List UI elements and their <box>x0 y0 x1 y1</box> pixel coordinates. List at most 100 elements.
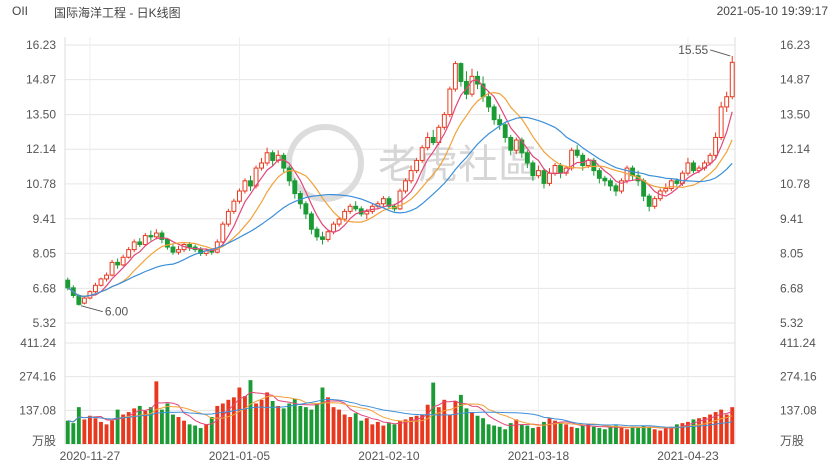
volume-bar <box>453 401 458 444</box>
volume-bar <box>685 421 690 444</box>
candle <box>724 91 730 113</box>
price-tick-left: 6.68 <box>33 281 57 295</box>
volume-bar <box>209 416 214 444</box>
volume-bar <box>508 423 513 444</box>
candle <box>342 208 348 222</box>
volume-bar <box>392 424 397 444</box>
candle <box>303 201 309 220</box>
date-tick: 2021-04-23 <box>657 449 719 463</box>
volume-tick-left: 137.08 <box>19 403 56 417</box>
candle <box>441 112 447 130</box>
candle <box>115 258 121 269</box>
axes: 16.23 16.23 14.87 14.87 13.50 13.50 12.14 12.14… <box>19 38 817 463</box>
candle-body <box>126 249 132 258</box>
candle <box>165 238 170 250</box>
candle-body <box>441 114 447 128</box>
candle-body <box>602 177 608 182</box>
candle-body <box>331 223 336 233</box>
candle-body <box>419 147 425 161</box>
candle <box>397 188 403 211</box>
candle-body <box>248 180 253 187</box>
candle-body <box>646 195 652 207</box>
volume-average-lines <box>67 391 733 429</box>
volume-bar <box>580 425 585 444</box>
candle <box>513 137 519 155</box>
candle <box>314 226 320 241</box>
volume-ma5-line <box>67 391 733 429</box>
date-tick: 2021-02-10 <box>358 449 420 463</box>
volume-bar <box>442 399 447 444</box>
volume-bar <box>370 424 375 444</box>
volume-bar <box>436 407 441 444</box>
price-tick-left: 13.50 <box>26 108 56 122</box>
volume-bar <box>342 414 347 444</box>
candle <box>386 196 392 209</box>
volume-bar <box>298 405 303 444</box>
candle-body <box>430 136 436 144</box>
candle <box>353 201 359 212</box>
candle <box>225 208 231 227</box>
high-label: 15.55 <box>678 43 708 57</box>
volume-bar <box>137 405 142 444</box>
volume-bar <box>171 414 175 444</box>
candle-body <box>452 63 458 90</box>
timestamp: 2021-05-10 19:39:17 <box>716 4 828 18</box>
candle-body <box>65 279 71 289</box>
candle-body <box>729 61 735 98</box>
candle-body <box>187 244 193 248</box>
volume-bar <box>420 414 425 444</box>
candle <box>170 244 176 255</box>
candle-body <box>148 235 154 238</box>
price-tick-left: 8.05 <box>33 246 57 260</box>
candle-body <box>574 149 580 156</box>
volume-bar <box>187 424 192 444</box>
candle <box>104 272 109 282</box>
candle <box>242 178 248 194</box>
candle-body <box>131 241 137 251</box>
candle <box>98 277 104 287</box>
volume-tick-left: 411.24 <box>20 336 56 350</box>
volume-bar <box>265 392 270 444</box>
price-tick-right: 12.14 <box>780 142 810 156</box>
volume-bar <box>636 428 641 444</box>
candle-body <box>98 278 104 286</box>
candle <box>663 183 669 194</box>
candle <box>126 247 132 259</box>
candle-body <box>607 180 613 187</box>
volume-bar <box>602 429 607 444</box>
candle <box>541 168 547 189</box>
price-tick-right: 8.05 <box>780 246 804 260</box>
candle-body <box>486 96 492 108</box>
price-tick-right: 9.41 <box>780 212 804 226</box>
candle-body <box>264 152 270 164</box>
volume-bar <box>514 419 519 444</box>
candle <box>403 178 408 194</box>
candle <box>347 203 353 214</box>
candle-body <box>685 162 691 174</box>
volume-bar <box>669 426 674 444</box>
candle <box>613 183 619 197</box>
volume-bar <box>193 425 198 444</box>
candle-body <box>674 180 680 184</box>
candle-body <box>336 218 342 225</box>
volume-bar <box>237 387 242 444</box>
candle <box>308 211 314 235</box>
candle-body <box>225 210 231 225</box>
candle-body <box>320 236 325 240</box>
volume-bar <box>398 420 402 444</box>
candle-body <box>115 261 121 266</box>
candle <box>691 160 696 174</box>
volume-bar <box>586 424 591 444</box>
candle-body <box>220 223 226 243</box>
candle <box>142 233 148 246</box>
candle-body <box>137 241 143 246</box>
candle-body <box>619 180 624 192</box>
candle <box>630 165 635 181</box>
volume-bar <box>697 418 701 444</box>
candle-body <box>668 180 674 189</box>
candle <box>447 86 453 118</box>
candle-body <box>347 205 353 212</box>
chart-header: OII 国际海洋工程 - 日K线图 2021-05-10 19:39:17 <box>0 0 840 22</box>
candle-body <box>718 106 724 138</box>
volume-bar <box>464 408 469 444</box>
